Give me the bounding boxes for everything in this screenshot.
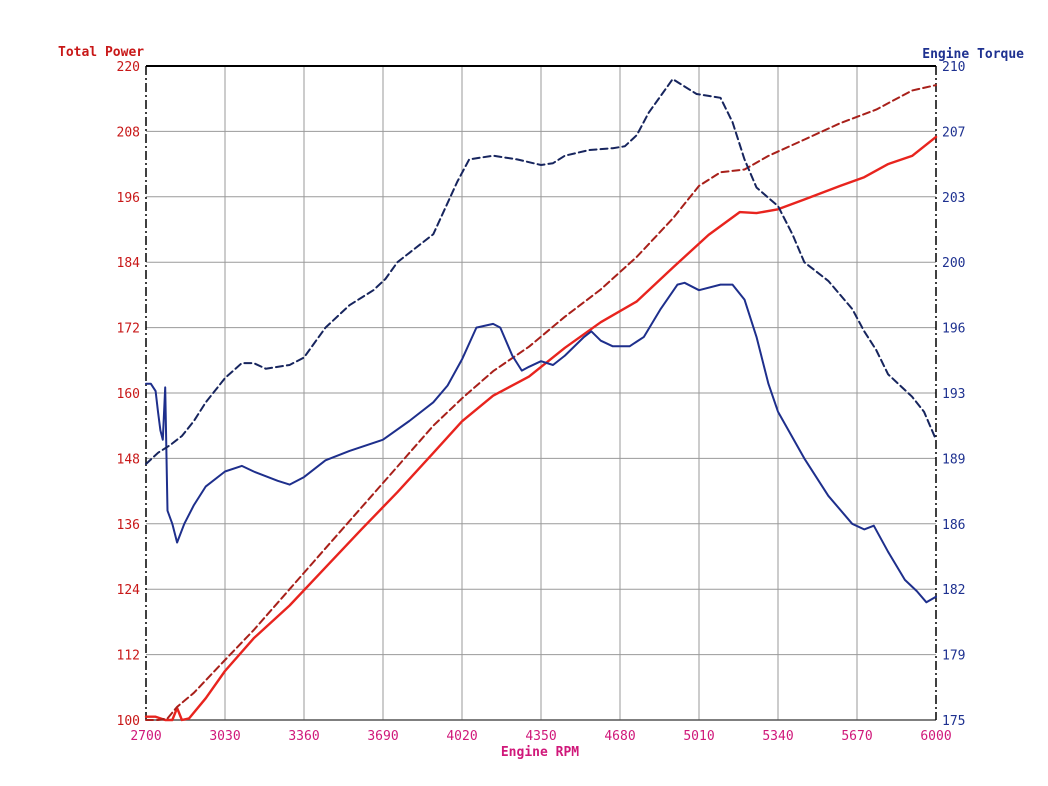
left-axis-title: Total Power xyxy=(58,45,144,60)
left-y-tick-label: 208 xyxy=(117,125,140,140)
right-y-tick-label: 182 xyxy=(942,583,965,598)
left-y-tick-label: 172 xyxy=(117,322,140,337)
power-dashed-line xyxy=(145,84,937,721)
x-tick-label: 3030 xyxy=(209,729,240,744)
right-axis-title: Engine Torque xyxy=(922,47,1024,62)
right-y-tick-label: 193 xyxy=(942,387,965,402)
tick-labels: 2700 3030 3360 3690 4020 4350 4680 5010 5340 5670… xyxy=(117,60,966,744)
right-y-tick-label: 196 xyxy=(942,322,965,337)
right-y-tick-label: 203 xyxy=(942,191,965,206)
right-y-tick-label: 189 xyxy=(942,452,965,467)
x-axis-title: Engine RPM xyxy=(501,745,579,760)
right-y-tick-label: 210 xyxy=(942,60,965,75)
x-tick-label: 6000 xyxy=(920,729,951,744)
x-tick-label: 2700 xyxy=(130,729,161,744)
right-y-tick-label: 207 xyxy=(942,125,965,140)
torque-solid-line xyxy=(145,281,937,604)
x-tick-label: 3360 xyxy=(288,729,319,744)
left-y-tick-label: 100 xyxy=(117,714,140,729)
left-y-tick-label: 148 xyxy=(117,452,140,467)
x-tick-label: 4680 xyxy=(604,729,635,744)
right-y-tick-label: 186 xyxy=(942,518,965,533)
power-solid-line xyxy=(144,135,938,722)
left-y-tick-label: 220 xyxy=(117,60,140,75)
series-group xyxy=(144,78,938,722)
x-tick-label: 5670 xyxy=(841,729,872,744)
left-y-tick-label: 160 xyxy=(117,387,140,402)
plot-frame xyxy=(145,65,937,721)
right-y-tick-label: 200 xyxy=(942,256,965,271)
x-tick-label: 5010 xyxy=(683,729,714,744)
left-y-tick-label: 124 xyxy=(117,583,141,598)
left-y-tick-label: 184 xyxy=(117,256,141,271)
x-tick-label: 4020 xyxy=(446,729,477,744)
right-y-tick-label: 175 xyxy=(942,714,965,729)
left-y-tick-label: 112 xyxy=(117,649,140,664)
x-tick-label: 3690 xyxy=(367,729,398,744)
right-y-tick-label: 179 xyxy=(942,649,965,664)
x-tick-label: 4350 xyxy=(525,729,556,744)
left-y-tick-label: 136 xyxy=(117,518,140,533)
x-tick-label: 5340 xyxy=(762,729,793,744)
torque-dashed-line xyxy=(145,78,937,465)
left-y-tick-label: 196 xyxy=(117,191,140,206)
